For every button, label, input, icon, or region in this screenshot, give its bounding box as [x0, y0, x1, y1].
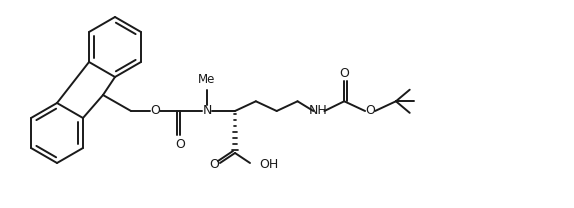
Text: NH: NH: [309, 104, 328, 118]
Text: O: O: [209, 158, 219, 172]
Text: O: O: [150, 104, 160, 118]
Text: OH: OH: [259, 158, 278, 172]
Text: N: N: [202, 104, 212, 118]
Text: O: O: [339, 67, 349, 80]
Text: O: O: [365, 104, 375, 118]
Text: Me: Me: [198, 73, 216, 86]
Text: O: O: [175, 137, 185, 151]
